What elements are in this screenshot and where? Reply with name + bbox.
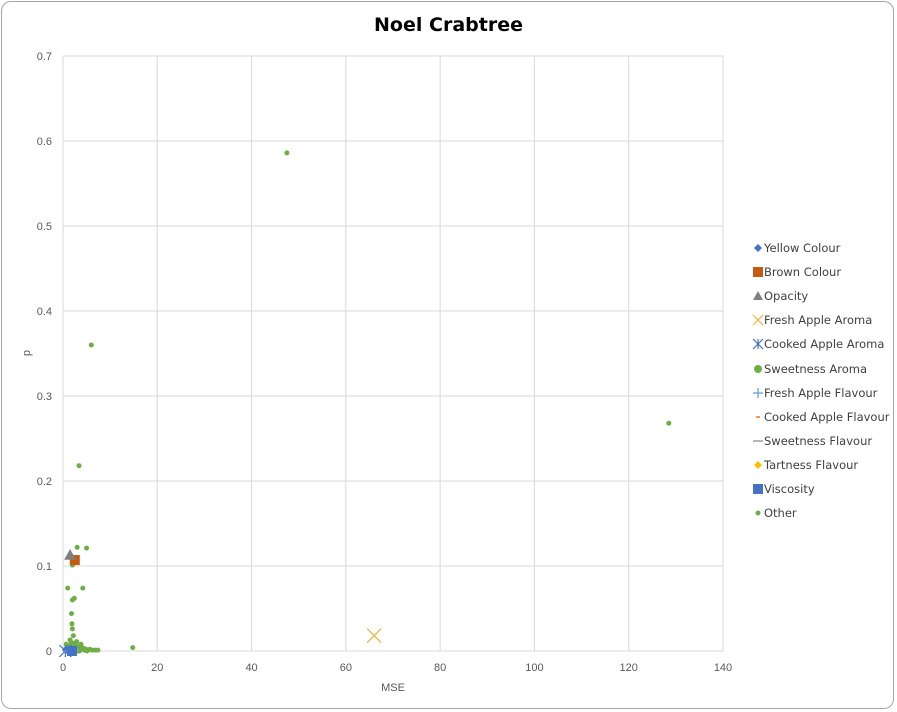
point-other bbox=[63, 641, 69, 647]
legend-item-brown-colour: Brown Colour bbox=[752, 260, 890, 284]
legend-item-viscosity: Viscosity bbox=[752, 477, 890, 501]
data-points bbox=[58, 150, 672, 658]
x-tick-label: 20 bbox=[151, 662, 163, 674]
legend-marker-diamond-icon bbox=[752, 459, 764, 471]
legend-label: Brown Colour bbox=[764, 265, 842, 280]
x-tick-label: 40 bbox=[245, 662, 257, 674]
legend-item-opacity: Opacity bbox=[752, 284, 890, 308]
x-tick-label: 80 bbox=[434, 662, 446, 674]
legend: Yellow Colour Brown Colour Opacity Fresh Ap… bbox=[752, 236, 890, 525]
legend-symbol bbox=[753, 387, 763, 398]
legend-label: Tartness Flavour bbox=[764, 457, 859, 472]
point-other bbox=[88, 342, 94, 348]
legend-marker-dash-icon bbox=[752, 411, 764, 423]
tick-labels: 0 20 40 60 80 100 120 140 0 0.1 0.2 0.3 0.4 0.5 0.6 0.7 bbox=[37, 51, 732, 674]
x-tick-label: 60 bbox=[340, 662, 352, 674]
point-viscosity bbox=[66, 646, 77, 656]
legend-symbol bbox=[752, 338, 764, 350]
point-other bbox=[74, 639, 80, 645]
y-tick-label: 0.6 bbox=[37, 136, 52, 148]
y-axis-title: p bbox=[21, 350, 33, 356]
legend-marker-line-icon bbox=[752, 435, 764, 447]
legend-label: Viscosity bbox=[764, 481, 815, 496]
legend-marker-square-icon bbox=[752, 266, 764, 278]
legend-label: Other bbox=[764, 506, 797, 521]
legend-marker-x-icon bbox=[752, 314, 764, 326]
legend-item-other: Other bbox=[752, 501, 890, 525]
point-other bbox=[69, 597, 75, 603]
gridlines bbox=[62, 55, 724, 652]
point-other bbox=[80, 585, 86, 591]
y-tick-label: 0.3 bbox=[37, 391, 52, 403]
point-other bbox=[666, 420, 672, 426]
legend-symbol bbox=[754, 460, 762, 469]
legend-marker-circle-icon bbox=[752, 363, 764, 375]
x-tick-label: 140 bbox=[714, 662, 732, 674]
legend-label: Opacity bbox=[764, 289, 809, 304]
y-tick-label: 0.5 bbox=[37, 221, 52, 233]
x-tick-label: 100 bbox=[525, 662, 543, 674]
legend-label: Cooked Apple Flavour bbox=[764, 409, 890, 424]
legend-item-fresh-apple-aroma: Fresh Apple Aroma bbox=[752, 308, 890, 332]
point-other bbox=[74, 544, 80, 550]
point-opacity bbox=[64, 548, 77, 560]
legend-label: Fresh Apple Aroma bbox=[764, 313, 873, 328]
x-tick-label: 0 bbox=[60, 662, 66, 674]
legend-symbol bbox=[753, 267, 763, 278]
legend-marker-asterisk-icon bbox=[752, 338, 764, 350]
legend-symbol bbox=[754, 244, 762, 253]
legend-item-cooked-apple-flavour: Cooked Apple Flavour bbox=[752, 405, 890, 429]
legend-symbol bbox=[755, 510, 761, 516]
legend-label: Cooked Apple Aroma bbox=[764, 337, 885, 352]
chart-title: Noel Crabtree bbox=[374, 14, 523, 36]
point-brown-colour bbox=[69, 555, 80, 566]
legend-item-tartness-flavour: Tartness Flavour bbox=[752, 453, 890, 477]
legend-symbol bbox=[753, 483, 763, 494]
point-other bbox=[284, 150, 290, 156]
point-fresh-apple-aroma bbox=[366, 628, 382, 644]
legend-label: Sweetness Flavour bbox=[764, 433, 873, 448]
legend-marker-plus-icon bbox=[752, 387, 764, 399]
y-tick-label: 0 bbox=[46, 646, 52, 658]
x-axis-title: MSE bbox=[381, 682, 405, 694]
point-other bbox=[70, 633, 76, 639]
legend-marker-square-icon bbox=[752, 483, 764, 495]
point-other bbox=[65, 585, 71, 591]
legend-marker-diamond-icon bbox=[752, 242, 764, 254]
y-tick-label: 0.7 bbox=[37, 51, 52, 63]
point-other bbox=[78, 641, 84, 647]
point-other bbox=[76, 463, 82, 469]
point-other bbox=[69, 621, 75, 627]
x-tick-label: 120 bbox=[620, 662, 638, 674]
point-other bbox=[84, 648, 90, 654]
legend-symbol bbox=[753, 291, 763, 301]
legend-label: Fresh Apple Flavour bbox=[764, 385, 878, 400]
legend-item-sweetness-aroma: Sweetness Aroma bbox=[752, 356, 890, 380]
y-tick-label: 0.2 bbox=[37, 476, 52, 488]
legend-item-fresh-apple-flavour: Fresh Apple Flavour bbox=[752, 381, 890, 405]
point-other bbox=[95, 647, 101, 653]
legend-marker-triangle-icon bbox=[752, 290, 764, 302]
point-other bbox=[69, 626, 75, 632]
legend-item-sweetness-flavour: Sweetness Flavour bbox=[752, 429, 890, 453]
point-other bbox=[130, 645, 136, 651]
legend-label: Sweetness Aroma bbox=[764, 361, 867, 376]
legend-item-cooked-apple-aroma: Cooked Apple Aroma bbox=[752, 332, 890, 356]
legend-marker-dot-icon bbox=[752, 507, 764, 519]
point-other bbox=[68, 611, 74, 617]
legend-symbol bbox=[752, 314, 764, 326]
legend-symbol bbox=[754, 364, 762, 373]
point-other bbox=[84, 545, 90, 551]
legend-item-yellow-colour: Yellow Colour bbox=[752, 236, 890, 260]
y-tick-label: 0.4 bbox=[37, 306, 52, 318]
y-tick-label: 0.1 bbox=[37, 561, 52, 573]
legend-label: Yellow Colour bbox=[764, 241, 841, 256]
